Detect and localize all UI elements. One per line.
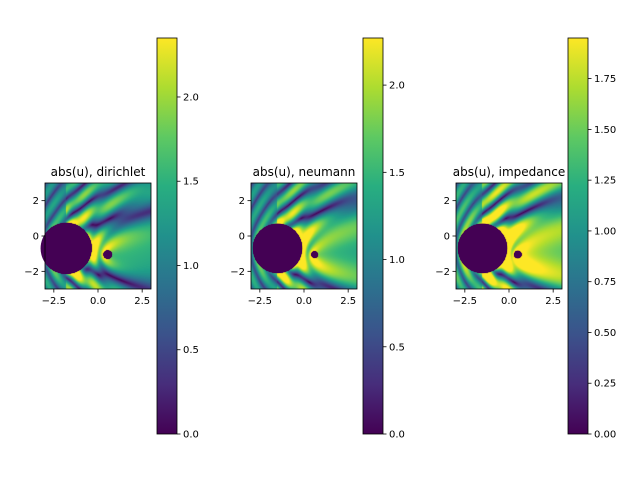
small-scatterer (103, 250, 113, 259)
x-tick-label: 2.5 (545, 296, 561, 307)
x-tick-label: −2.5 (453, 296, 477, 307)
colorbar-tick-label: 2.0 (389, 81, 405, 92)
colorbar-tick-label: 0.00 (594, 430, 616, 441)
x-tick-label: 0.0 (501, 296, 517, 307)
colorbar-tick-label: 0.0 (389, 430, 405, 441)
x-tick-label: −2.5 (248, 296, 272, 307)
colorbar-tick-label: 0.50 (594, 328, 616, 339)
x-tick-label: 2.5 (340, 296, 356, 307)
y-tick-label: 0 (444, 232, 450, 243)
colorbar-gradient (363, 38, 383, 434)
colorbar-tick-label: 1.00 (594, 226, 616, 237)
large-scatterer (40, 222, 92, 274)
y-tick-label: −2 (435, 267, 450, 278)
colorbar-tick-label: 1.75 (594, 74, 616, 85)
x-tick-label: 0.0 (90, 296, 106, 307)
colorbar-tick-label: 1.25 (594, 176, 616, 187)
y-tick-label: 0 (239, 232, 245, 243)
colorbar-frame (156, 37, 178, 435)
colorbar-tick-label: 0.25 (594, 379, 616, 390)
colorbar-tick-label: 0.75 (594, 277, 616, 288)
x-tick-label: 2.5 (134, 296, 150, 307)
small-scatterer (513, 250, 522, 259)
x-tick-label: −2.5 (42, 296, 66, 307)
y-tick-label: 2 (239, 196, 245, 207)
colorbar-tick-label: 1.0 (389, 255, 405, 266)
subplot-dirichlet: abs(u), dirichlet −2.5 0.0 2.5 2 0 −2 (24, 165, 152, 307)
large-scatterer (252, 223, 303, 274)
colorbar-tick-label: 2.0 (183, 92, 199, 103)
colorbar-tick-label: 0.5 (389, 342, 405, 353)
colorbar-dirichlet: 0.0 0.5 1.0 1.5 2.0 (156, 37, 199, 441)
subplot-title: abs(u), impedance (453, 165, 565, 179)
y-tick-label: −2 (230, 267, 245, 278)
colorbar-frame (362, 37, 384, 435)
y-tick-label: 0 (33, 232, 39, 243)
subplot-title: abs(u), dirichlet (51, 165, 146, 179)
colorbar-tick-label: 1.50 (594, 125, 616, 136)
colorbar-frame (567, 37, 589, 435)
colorbar-tick-label: 1.5 (183, 177, 199, 188)
x-tick-label: 0.0 (296, 296, 312, 307)
y-tick-label: 2 (444, 196, 450, 207)
subplot-impedance: abs(u), impedance −2.5 0.0 2.5 2 0 −2 (435, 165, 565, 307)
y-tick-label: 2 (33, 196, 39, 207)
colorbar-tick-label: 1.0 (183, 261, 199, 272)
subplot-title: abs(u), neumann (253, 165, 356, 179)
colorbar-tick-label: 1.5 (389, 168, 405, 179)
colorbar-gradient (157, 38, 177, 434)
colorbar-impedance: 0.00 0.25 0.50 0.75 1.00 1.25 1.50 1.75 (567, 37, 616, 441)
y-tick-label: −2 (24, 267, 39, 278)
colorbar-gradient (568, 38, 588, 434)
colorbar-neumann: 0.0 0.5 1.0 1.5 2.0 (362, 37, 405, 441)
large-scatterer (457, 223, 508, 274)
colorbar-tick-label: 0.0 (183, 430, 199, 441)
subplot-neumann: abs(u), neumann −2.5 0.0 2.5 2 0 −2 (230, 165, 358, 307)
small-scatterer (311, 251, 319, 259)
colorbar-tick-label: 0.5 (183, 345, 199, 356)
